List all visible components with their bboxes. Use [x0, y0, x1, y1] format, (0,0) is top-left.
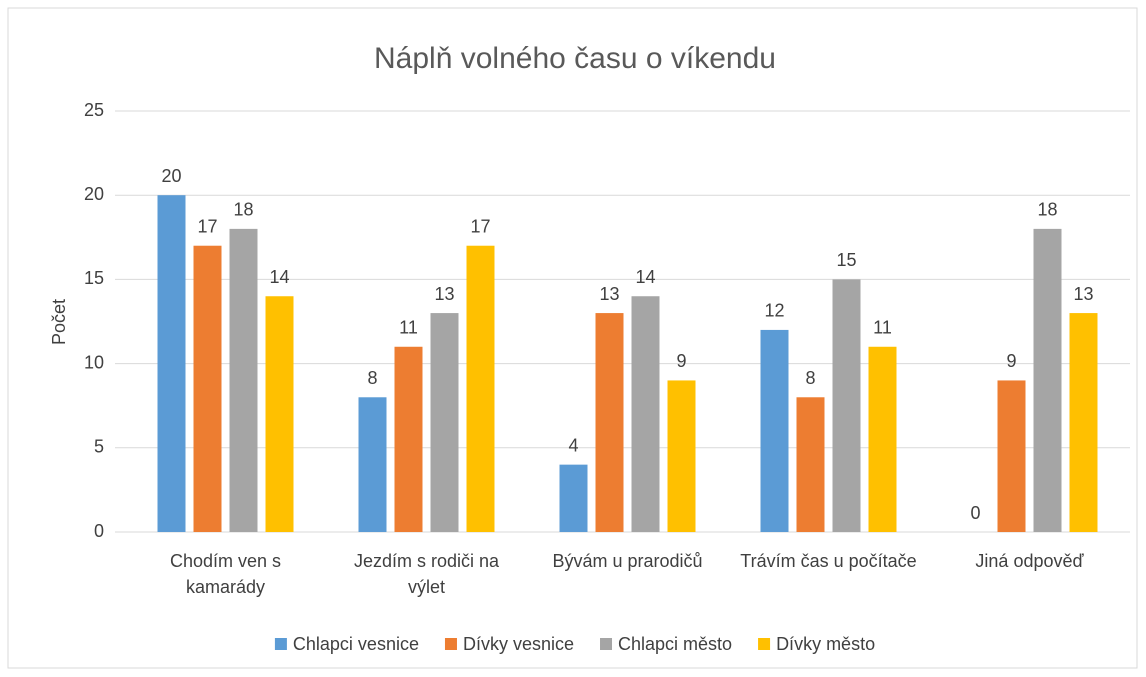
bar: [193, 245, 222, 532]
bar: [832, 279, 861, 532]
legend-swatch: [758, 638, 771, 650]
bar: [229, 228, 258, 532]
bar: [466, 245, 495, 532]
data-label: 14: [269, 267, 289, 287]
bar: [631, 296, 660, 532]
data-label: 0: [970, 503, 980, 523]
legend-swatch: [274, 638, 287, 650]
data-label: 13: [434, 284, 454, 304]
data-label: 8: [367, 368, 377, 388]
data-label: 8: [805, 368, 815, 388]
legend-swatch: [600, 638, 613, 650]
data-label: 12: [764, 301, 784, 321]
data-label: 9: [676, 351, 686, 371]
bar: [1033, 228, 1062, 532]
data-label: 13: [599, 284, 619, 304]
data-label: 17: [197, 216, 217, 236]
y-tick-label: 20: [84, 184, 104, 204]
chart-title: Náplň volného času o víkendu: [374, 42, 776, 75]
data-label: 11: [399, 318, 418, 338]
x-tick-label: Jezdím s rodiči na výlet: [353, 551, 500, 597]
data-label: 14: [635, 267, 655, 287]
chart-border: [7, 7, 1138, 669]
bar: [760, 329, 789, 532]
legend-label: Dívky město: [776, 634, 875, 654]
bar: [430, 313, 459, 532]
y-tick-label: 0: [94, 521, 104, 541]
y-tick-label: 25: [84, 100, 104, 120]
y-tick-label: 10: [84, 352, 104, 372]
bar: [667, 380, 696, 532]
data-label: 20: [161, 166, 181, 186]
y-tick-label: 5: [94, 437, 104, 457]
x-tick-label: Bývám u prarodičů: [552, 551, 703, 571]
bar: [559, 464, 588, 532]
legend-label: Chlapci město: [618, 634, 732, 654]
data-label: 15: [836, 250, 856, 270]
data-label: 13: [1073, 284, 1093, 304]
data-label: 18: [233, 200, 253, 220]
y-axis-title: Počet: [49, 299, 69, 345]
legend-swatch: [444, 638, 457, 650]
x-tick-label: Chodím ven s kamarády: [169, 551, 282, 597]
bar: [157, 195, 186, 532]
data-label: 17: [470, 216, 490, 236]
data-label: 4: [568, 435, 578, 455]
bar: [265, 296, 294, 532]
bar: [997, 380, 1026, 532]
data-label: 18: [1037, 200, 1057, 220]
bar: [358, 397, 387, 532]
x-tick-label: Jiná odpověď: [975, 551, 1084, 571]
y-tick-label: 15: [84, 268, 104, 288]
bar: [595, 313, 624, 532]
x-tick-label: Trávím čas u počítače: [740, 551, 917, 571]
bar: [868, 346, 897, 532]
bar: [394, 346, 423, 532]
legend-label: Dívky vesnice: [463, 634, 574, 654]
bar: [796, 397, 825, 532]
data-label: 9: [1006, 351, 1016, 371]
data-label: 11: [873, 318, 892, 338]
bar: [1069, 313, 1098, 532]
legend-label: Chlapci vesnice: [293, 634, 419, 654]
